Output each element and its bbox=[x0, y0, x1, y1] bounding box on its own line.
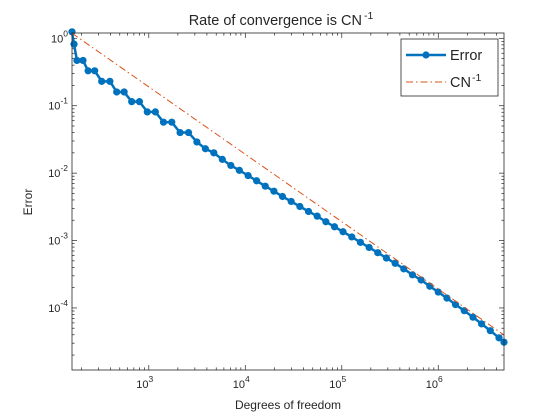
y-tick-label: 100 bbox=[51, 28, 68, 45]
error-point bbox=[261, 182, 269, 190]
error-point bbox=[184, 128, 193, 137]
error-point bbox=[477, 320, 486, 328]
error-point bbox=[348, 233, 356, 241]
chart-title-exponent: -1 bbox=[364, 10, 373, 22]
error-point bbox=[73, 56, 81, 65]
chart-title: Rate of convergence is CN -1 bbox=[189, 10, 374, 29]
y-tick-label: 10-2 bbox=[48, 163, 68, 180]
error-point bbox=[443, 294, 451, 302]
error-point bbox=[434, 288, 442, 296]
error-point bbox=[227, 161, 235, 170]
error-point bbox=[356, 238, 365, 246]
x-tick-label: 106 bbox=[426, 374, 443, 391]
error-point bbox=[135, 98, 144, 106]
error-point bbox=[113, 88, 121, 96]
error-point bbox=[339, 228, 347, 236]
error-point bbox=[460, 307, 468, 315]
error-point bbox=[218, 155, 226, 163]
error-point bbox=[79, 56, 87, 65]
error-point bbox=[408, 271, 417, 279]
error-point bbox=[270, 187, 278, 195]
error-point bbox=[151, 108, 159, 116]
x-tick-label: 105 bbox=[329, 374, 346, 391]
legend-box bbox=[400, 38, 499, 97]
error-point bbox=[400, 265, 408, 273]
error-point bbox=[253, 177, 261, 185]
error-point bbox=[486, 327, 494, 335]
legend-error-label: Error bbox=[450, 48, 482, 64]
x-axis-label: Degrees of freedom bbox=[235, 398, 341, 412]
data-series bbox=[68, 28, 508, 346]
error-point bbox=[128, 98, 136, 106]
error-point bbox=[68, 28, 76, 36]
error-point bbox=[159, 118, 168, 126]
error-point bbox=[469, 313, 477, 321]
series-cn-line bbox=[71, 32, 505, 336]
error-point bbox=[313, 212, 321, 220]
error-point bbox=[322, 218, 330, 226]
error-point bbox=[391, 259, 399, 267]
x-tick-label: 104 bbox=[233, 374, 250, 391]
error-point bbox=[451, 301, 460, 309]
error-point bbox=[201, 145, 209, 153]
error-point bbox=[365, 243, 373, 252]
y-axis-label: Error bbox=[21, 189, 35, 216]
error-point bbox=[287, 197, 295, 206]
error-point bbox=[176, 128, 184, 137]
error-point bbox=[98, 77, 106, 85]
legend-cn-label: CN-1 bbox=[450, 72, 481, 91]
error-point bbox=[120, 88, 128, 96]
axes-box bbox=[71, 32, 505, 371]
error-point bbox=[193, 138, 201, 146]
error-point bbox=[84, 67, 92, 75]
legend-cn-exponent: -1 bbox=[472, 72, 481, 84]
y-tick-label: 10-3 bbox=[48, 231, 68, 248]
error-point bbox=[91, 67, 99, 75]
error-point bbox=[330, 223, 339, 231]
error-point bbox=[235, 166, 243, 174]
error-point bbox=[210, 149, 218, 157]
axis-tick-labels: 103 104 105 106 100 10-1 10-2 10-3 10-4 bbox=[48, 28, 443, 391]
x-tick-label: 103 bbox=[136, 374, 153, 391]
error-point bbox=[278, 192, 287, 201]
error-point bbox=[304, 207, 313, 216]
error-point bbox=[495, 334, 503, 342]
error-point bbox=[296, 202, 304, 211]
error-point bbox=[168, 118, 176, 126]
y-tick-label: 10-1 bbox=[48, 96, 68, 113]
legend-error-marker bbox=[422, 51, 430, 59]
y-tick-label: 10-4 bbox=[48, 298, 68, 315]
error-point bbox=[244, 171, 252, 180]
error-point bbox=[70, 40, 78, 48]
error-point bbox=[417, 276, 425, 284]
error-point bbox=[143, 108, 151, 116]
error-point bbox=[374, 249, 382, 257]
axis-ticks bbox=[72, 33, 504, 370]
error-point bbox=[382, 254, 390, 262]
error-point bbox=[106, 77, 114, 85]
legend: Error CN-1 bbox=[400, 38, 499, 97]
